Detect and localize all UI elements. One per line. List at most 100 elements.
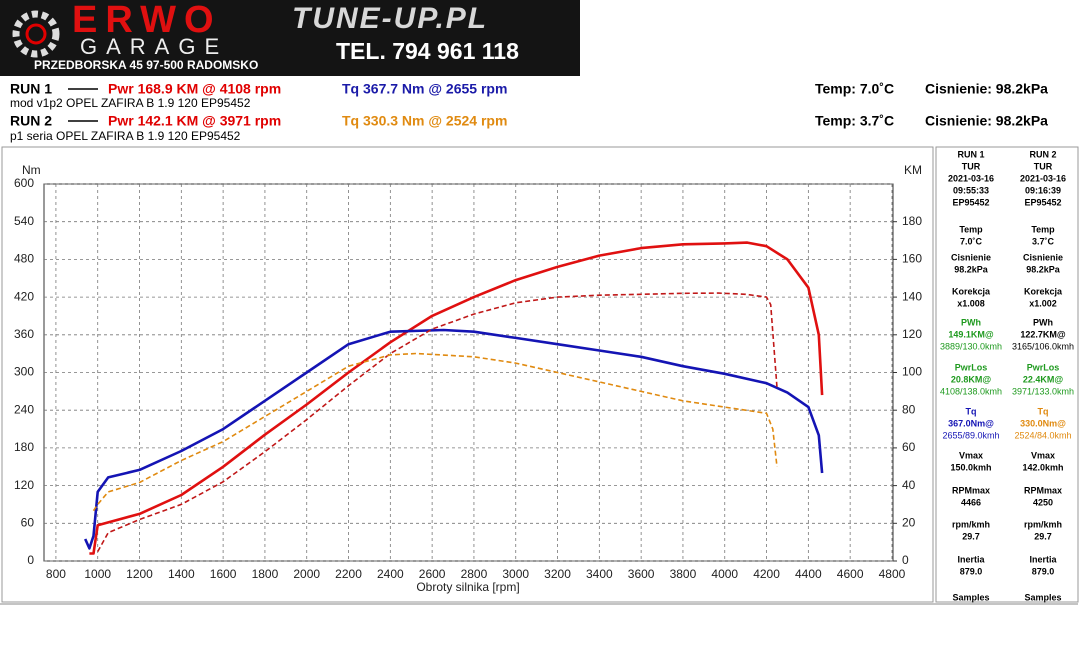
side-label: PwrLos <box>955 362 988 372</box>
side-value: 122.7KM@ <box>1020 329 1066 339</box>
y-tick-label: 540 <box>14 214 34 228</box>
y2-tick-label: 80 <box>902 402 916 416</box>
side-label: PwrLos <box>1027 362 1060 372</box>
run-torque: Tq 330.3 Nm @ 2524 rpm <box>342 113 507 129</box>
side-label: Temp <box>959 224 983 234</box>
side-label: Korekcja <box>1024 286 1063 296</box>
run-pressure: Cisnienie: 98.2kPa <box>925 113 1048 129</box>
x-tick-label: 2800 <box>461 567 488 581</box>
logo-sub: GARAGE <box>80 34 228 59</box>
side-label: Temp <box>1031 224 1055 234</box>
logo-address: PRZEDBORSKA 45 97-500 RADOMSKO <box>34 58 258 72</box>
side-label: Tq <box>966 406 977 416</box>
side-value: 09:55:33 <box>953 185 989 195</box>
side-label: RPMmax <box>952 485 990 495</box>
side-value: 2655/89.0kmh <box>942 430 999 440</box>
side-label: Cisnienie <box>951 252 991 262</box>
side-value: 4466 <box>961 497 981 507</box>
x-tick-label: 1200 <box>126 567 153 581</box>
side-value: 142.0kmh <box>1022 462 1063 472</box>
side-label: RPMmax <box>1024 485 1062 495</box>
run-pressure: Cisnienie: 98.2kPa <box>925 81 1048 97</box>
logo-banner <box>0 0 580 76</box>
side-value: 98.2kPa <box>954 264 989 274</box>
side-label: Vmax <box>959 450 983 460</box>
y-axis-label: Nm <box>22 163 41 177</box>
y-tick-label: 0 <box>27 553 34 567</box>
side-value: x1.008 <box>957 298 985 308</box>
side-value: 20.8KM@ <box>951 374 992 384</box>
run-name: RUN 2 <box>10 113 52 129</box>
run-description: mod v1p2 OPEL ZAFIRA B 1.9 120 EP95452 <box>10 96 251 110</box>
y-tick-label: 600 <box>14 176 34 190</box>
side-value: 150.0kmh <box>950 462 991 472</box>
side-value: 4108/138.0kmh <box>940 386 1002 396</box>
x-tick-label: 4400 <box>795 567 822 581</box>
run-power: Pwr 168.9 KM @ 4108 rpm <box>108 81 281 97</box>
side-value: EP95452 <box>952 197 989 207</box>
x-axis-label: Obroty silnika [rpm] <box>416 580 519 594</box>
side-value: 3165/106.0kmh <box>1012 341 1074 351</box>
logo-site: TUNE-UP.PL <box>292 2 488 35</box>
side-label: Inertia <box>1029 554 1057 564</box>
y-tick-label: 60 <box>21 515 35 529</box>
series-line <box>84 328 824 550</box>
side-value: 367.0Nm@ <box>948 418 994 428</box>
side-value: 09:16:39 <box>1025 185 1061 195</box>
y2-tick-label: 0 <box>902 553 909 567</box>
side-value: 22.4KM@ <box>1023 374 1064 384</box>
side-value: 3971/133.0kmh <box>1012 386 1074 396</box>
side-value: RUN 2 <box>1029 149 1056 159</box>
side-value: 2021-03-16 <box>1020 173 1066 183</box>
x-tick-label: 1600 <box>210 567 237 581</box>
y2-tick-label: 180 <box>902 214 922 228</box>
y2-tick-label: 60 <box>902 440 916 454</box>
y-tick-label: 240 <box>14 402 34 416</box>
side-label: Inertia <box>957 554 985 564</box>
side-value: 4250 <box>1033 497 1053 507</box>
side-value: RUN 1 <box>957 149 984 159</box>
run-power: Pwr 142.1 KM @ 3971 rpm <box>108 113 281 129</box>
chart-frame <box>1 146 934 603</box>
side-label: Samples <box>1024 592 1061 602</box>
logo-gear-hub <box>25 23 47 45</box>
x-tick-label: 3200 <box>544 567 571 581</box>
y-tick-label: 120 <box>14 478 34 492</box>
y2-tick-label: 40 <box>902 478 916 492</box>
x-tick-label: 1800 <box>252 567 279 581</box>
y-tick-label: 300 <box>14 365 34 379</box>
y-tick-label: 480 <box>14 252 34 266</box>
x-tick-label: 4200 <box>753 567 780 581</box>
side-label: rpm/kmh <box>1024 519 1062 529</box>
series-line <box>89 241 824 555</box>
side-value: 149.1KM@ <box>948 329 994 339</box>
side-frame <box>935 146 1079 603</box>
side-value: 29.7 <box>962 531 980 541</box>
logo-phone: TEL. 794 961 118 <box>336 38 519 64</box>
side-value: 330.0Nm@ <box>1020 418 1066 428</box>
run-temp: Temp: 7.0˚C <box>815 81 894 97</box>
side-value: 879.0 <box>1032 566 1055 576</box>
y2-tick-label: 100 <box>902 365 922 379</box>
run-temp: Temp: 3.7˚C <box>815 113 894 129</box>
side-label: rpm/kmh <box>952 519 990 529</box>
side-value: 879.0 <box>960 566 983 576</box>
x-tick-label: 4000 <box>711 567 738 581</box>
logo-brand: ERWO <box>72 0 222 41</box>
side-value: 29.7 <box>1034 531 1052 541</box>
side-label: Tq <box>1038 406 1049 416</box>
y-tick-label: 420 <box>14 289 34 303</box>
side-label: Samples <box>952 592 989 602</box>
x-tick-label: 1000 <box>84 567 111 581</box>
x-tick-label: 4800 <box>879 567 906 581</box>
side-value: 2524/84.0kmh <box>1014 430 1071 440</box>
side-value: x1.002 <box>1029 298 1057 308</box>
run-torque: Tq 367.7 Nm @ 2655 rpm <box>342 81 507 97</box>
x-tick-label: 2000 <box>293 567 320 581</box>
x-tick-label: 3000 <box>502 567 529 581</box>
x-tick-label: 2400 <box>377 567 404 581</box>
side-label: Korekcja <box>952 286 991 296</box>
y2-tick-label: 160 <box>902 252 922 266</box>
side-value: 2021-03-16 <box>948 173 994 183</box>
